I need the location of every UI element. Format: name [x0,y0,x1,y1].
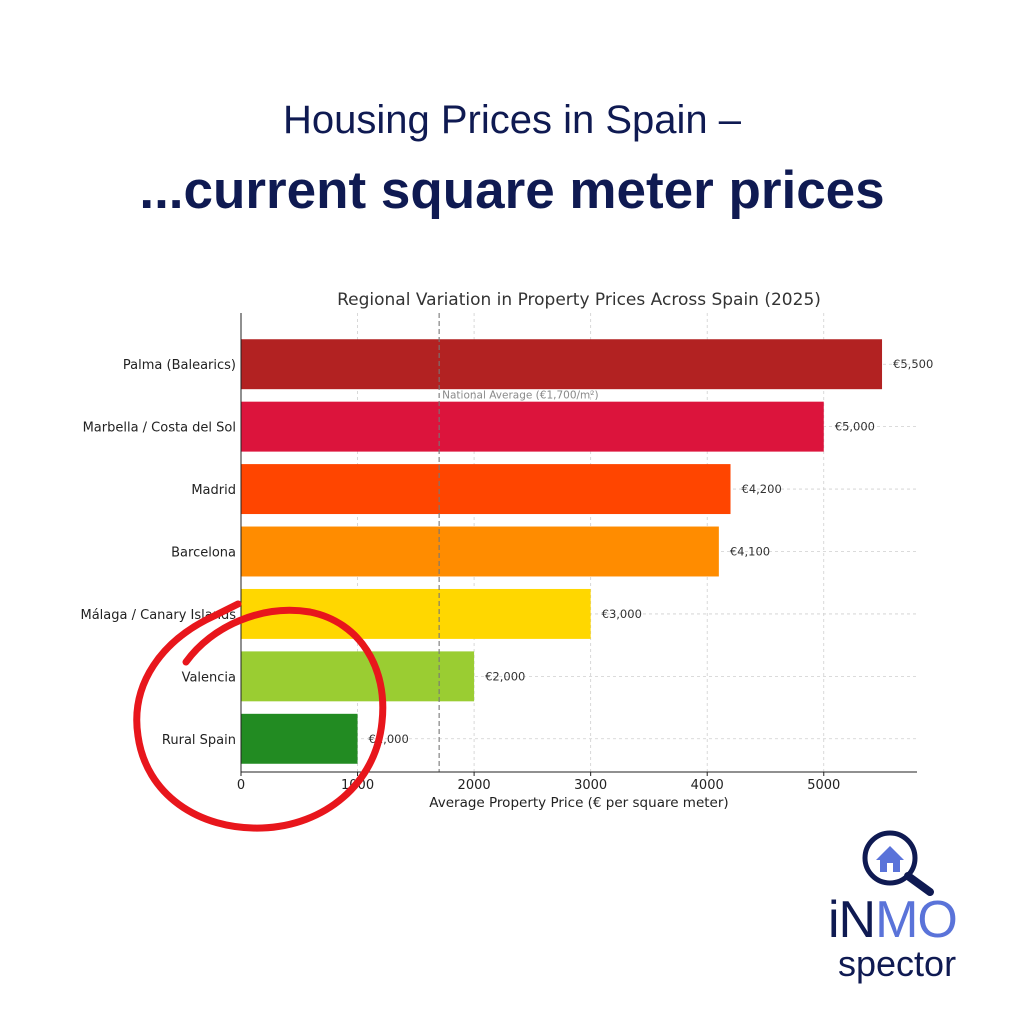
magnifier-house-icon [862,830,934,896]
logo-text-mo: MO [875,891,958,949]
x-tick-label: 5000 [807,778,840,793]
bar [241,588,591,639]
y-tick-label: Barcelona [171,546,236,561]
logo-text-top: iNMO [828,891,958,949]
inmospector-logo: iNMO spector [828,828,988,998]
logo-text-spector: spector [838,943,957,984]
bar [241,713,358,764]
highlight-circle-annotation [133,600,387,832]
x-tick-label: 3000 [574,778,607,793]
y-tick-label: Rural Spain [162,733,236,748]
data-label: €5,000 [835,420,875,434]
headline-title: ...current square meter prices [139,161,885,220]
data-label: €5,500 [893,357,933,371]
x-axis-label: Average Property Price (€ per square met… [429,795,728,811]
x-tick-label: 4000 [691,778,724,793]
bar [241,401,824,452]
y-tick-label: Marbella / Costa del Sol [83,421,236,436]
bar [241,526,719,577]
y-tick-label: Palma (Balearics) [123,358,236,373]
data-label: €2,000 [485,669,525,683]
bar [241,651,475,702]
x-tick-label: 2000 [458,778,491,793]
x-tick-label: 0 [237,778,245,793]
data-label: €3,000 [602,607,642,621]
logo-text-in: iN [828,891,876,949]
data-label: €4,200 [742,482,782,496]
y-tick-label: Málaga / Canary Islands [81,608,237,623]
chart-title: Regional Variation in Property Prices Ac… [337,290,821,310]
y-tick-label: Madrid [191,483,236,498]
y-tick-label: Valencia [182,670,236,685]
bar [241,464,731,515]
data-label: €4,100 [730,545,770,559]
national-average-label: National Average (€1,700/m²) [442,389,598,401]
bar [241,339,883,390]
headline-subtitle: Housing Prices in Spain – [282,98,742,142]
